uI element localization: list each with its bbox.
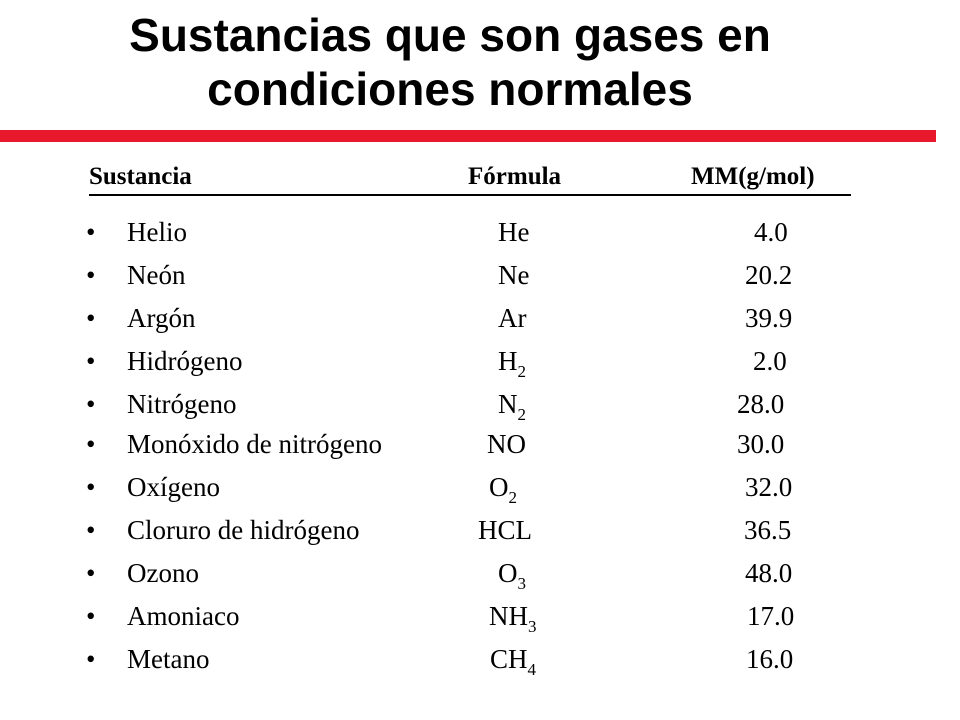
list-item: • Neón Ne 20.2 [0,259,960,303]
bullet-icon: • [86,260,96,290]
title-line-2: condiciones normales [207,63,693,115]
list-item: • Argón Ar 39.9 [0,302,960,346]
bullet-icon: • [86,515,96,545]
molar-mass-value: 2.0 [753,346,787,376]
substance-name: Hidrógeno [127,346,243,376]
formula-subscript: 4 [527,660,537,679]
molar-mass-value: 36.5 [744,515,792,545]
substance-formula: H2 [498,345,526,380]
substance-name: Monóxido de nitrógeno [127,429,382,459]
bullet-icon: • [86,346,96,376]
substance-formula: HCL [478,514,532,546]
bullet-icon: • [86,389,96,419]
molar-mass-value: 28.0 [737,389,785,419]
substance-formula: O2 [489,471,517,506]
formula-subscript: 2 [517,405,527,424]
formula-main: Ar [498,303,527,333]
molar-mass-value: 48.0 [745,558,793,588]
bullet-icon: • [86,558,96,588]
bullet-icon: • [86,644,96,674]
slide-title: Sustancias que son gases en condiciones … [0,8,900,116]
header-molar-mass: MM(g/mol) [691,163,815,190]
bullet-icon: • [86,429,96,459]
substance-name: Metano [127,644,210,674]
table-header: Sustancia Fórmula MM(g/mol) [89,160,851,196]
list-item: • Hidrógeno H2 2.0 [0,345,960,389]
list-item: • Nitrógeno N2 28.0 [0,388,960,432]
formula-main: NO [487,429,526,459]
molar-mass-value: 32.0 [745,472,793,502]
substance-name: Cloruro de hidrógeno [127,515,360,545]
molar-mass-value: 16.0 [746,644,794,674]
substance-name: Oxígeno [127,472,220,502]
formula-main: N [498,389,518,419]
molar-mass-value: 17.0 [747,601,795,631]
title-line-1: Sustancias que son gases en [129,9,771,61]
formula-main: He [498,217,530,247]
substance-name: Amoniaco [127,601,240,631]
bullet-icon: • [86,217,96,247]
accent-divider-bar [0,130,936,142]
formula-main: CH [490,644,528,674]
molar-mass-value: 4.0 [754,217,788,247]
substance-formula: Ne [498,259,529,291]
substance-name: Argón [127,303,196,333]
molar-mass-value: 39.9 [745,303,793,333]
substance-formula: CH4 [490,643,536,678]
list-item: • Ozono O3 48.0 [0,557,960,601]
formula-main: H [498,346,518,376]
header-formula: Fórmula [468,163,562,190]
substance-formula: Ar [498,302,527,334]
substance-name: Ozono [127,558,199,588]
list-item: • Oxígeno O2 32.0 [0,471,960,515]
formula-subscript: 3 [528,617,537,636]
formula-main: HCL [478,515,532,545]
substance-name: Nitrógeno [127,389,237,419]
formula-main: NH [489,601,528,631]
list-item: • Amoniaco NH3 17.0 [0,600,960,644]
molar-mass-value: 30.0 [737,429,785,459]
substance-formula: O3 [498,557,526,592]
substance-formula: NH3 [489,600,537,635]
formula-subscript: 2 [508,488,518,507]
substance-name: Neón [127,260,186,290]
formula-main: O [489,472,509,502]
bullet-icon: • [86,303,96,333]
bullet-icon: • [86,472,96,502]
list-item: • Metano CH4 16.0 [0,643,960,687]
substance-formula: N2 [498,388,526,423]
list-item: • Monóxido de nitrógeno NO 30.0 [0,428,960,472]
formula-subscript: 3 [517,574,527,593]
formula-subscript: 2 [517,362,527,381]
list-item: • Cloruro de hidrógeno HCL 36.5 [0,514,960,558]
substance-name: Helio [127,217,187,247]
bullet-icon: • [86,601,96,631]
header-substance: Sustancia [89,163,192,190]
molar-mass-value: 20.2 [745,260,793,290]
substance-formula: NO [487,428,526,460]
substance-formula: He [498,216,529,248]
formula-main: Ne [498,260,530,290]
formula-main: O [498,558,518,588]
list-item: • Helio He 4.0 [0,216,960,260]
